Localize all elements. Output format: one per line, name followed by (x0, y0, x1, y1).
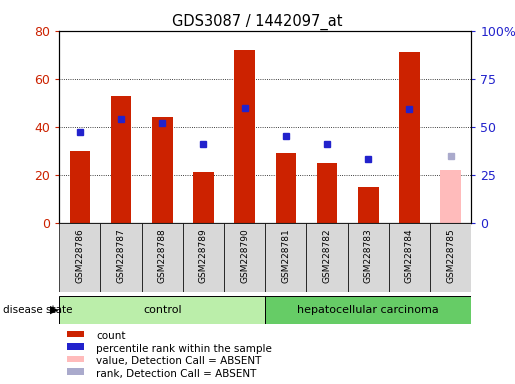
Text: count: count (96, 331, 126, 341)
Bar (67, 356, 84, 362)
Bar (183, 223, 224, 292)
Text: GSM228786: GSM228786 (75, 228, 84, 283)
Text: control: control (143, 305, 182, 315)
Bar (389, 223, 430, 292)
Text: GSM228788: GSM228788 (158, 228, 167, 283)
Text: value, Detection Call = ABSENT: value, Detection Call = ABSENT (96, 356, 262, 366)
Text: percentile rank within the sample: percentile rank within the sample (96, 344, 272, 354)
Bar (67, 368, 84, 375)
Text: hepatocellular carcinoma: hepatocellular carcinoma (297, 305, 439, 315)
Bar (59, 296, 265, 324)
Text: GSM228785: GSM228785 (446, 228, 455, 283)
Bar (348, 223, 389, 292)
Bar (265, 223, 306, 292)
Bar (67, 331, 84, 338)
Text: ▶: ▶ (50, 305, 59, 315)
Bar (358, 187, 379, 223)
Bar (317, 163, 337, 223)
Bar (70, 151, 90, 223)
Text: GSM228790: GSM228790 (240, 228, 249, 283)
Bar (100, 223, 142, 292)
Bar (234, 50, 255, 223)
Text: GSM228784: GSM228784 (405, 228, 414, 283)
Text: GSM228789: GSM228789 (199, 228, 208, 283)
Bar (67, 343, 84, 350)
Bar (142, 223, 183, 292)
Text: GSM228781: GSM228781 (281, 228, 290, 283)
Bar (152, 117, 173, 223)
Bar (224, 223, 265, 292)
Text: disease state: disease state (3, 305, 72, 315)
Bar (430, 223, 471, 292)
Text: GDS3087 / 1442097_at: GDS3087 / 1442097_at (172, 13, 343, 30)
Bar (265, 296, 471, 324)
Bar (111, 96, 131, 223)
Bar (306, 223, 348, 292)
Text: GSM228783: GSM228783 (364, 228, 373, 283)
Text: GSM228782: GSM228782 (322, 228, 332, 283)
Bar (440, 170, 461, 223)
Text: rank, Detection Call = ABSENT: rank, Detection Call = ABSENT (96, 369, 256, 379)
Bar (399, 52, 420, 223)
Bar (276, 153, 296, 223)
Bar (59, 223, 100, 292)
Bar (193, 172, 214, 223)
Text: GSM228787: GSM228787 (116, 228, 126, 283)
